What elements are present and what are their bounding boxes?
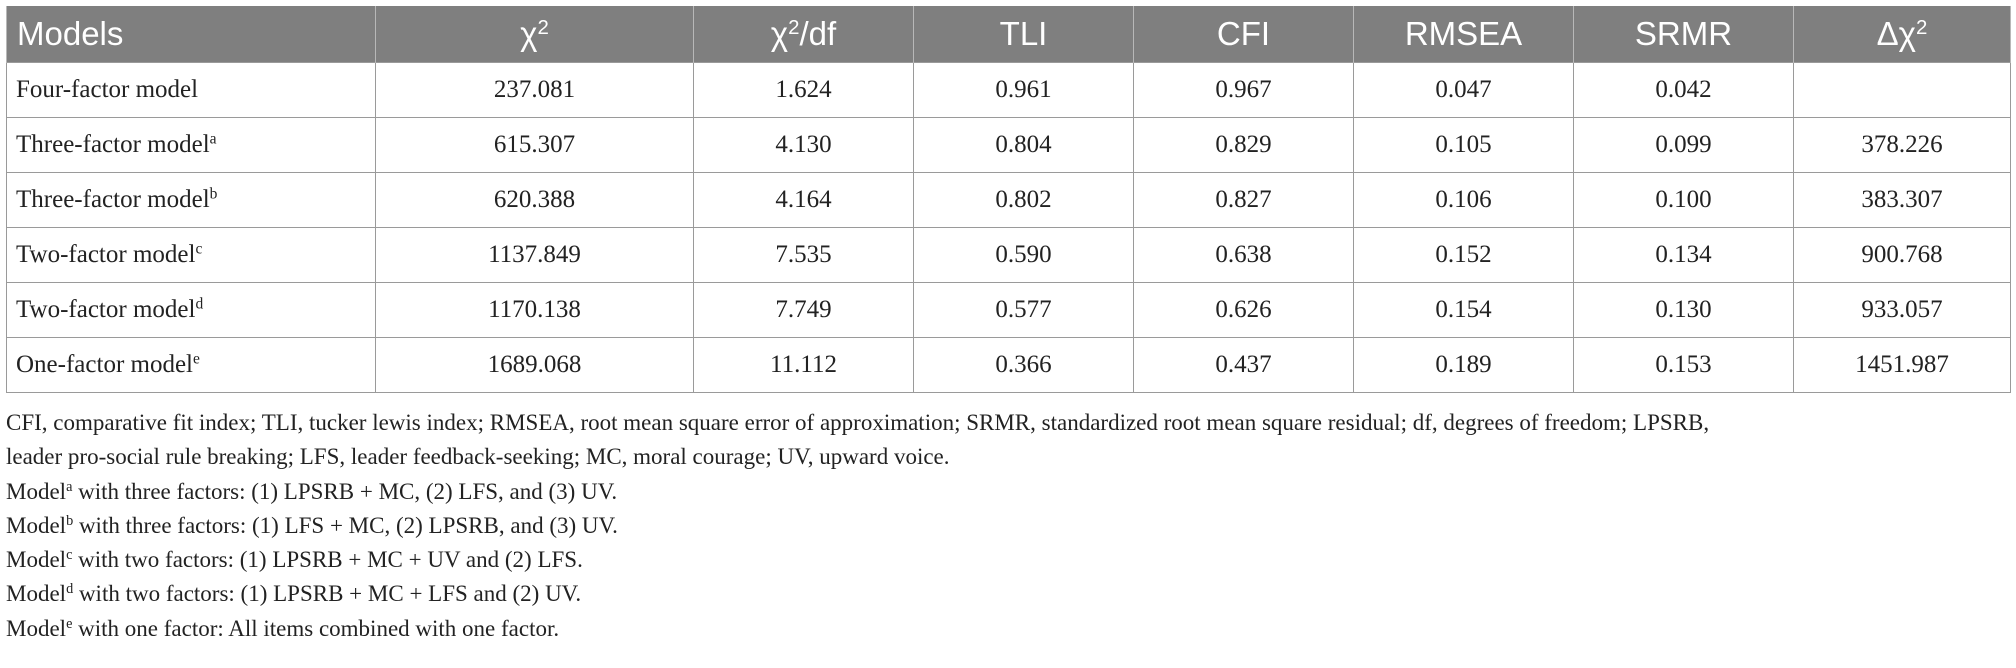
delta-chi-square-cell: 383.307 — [1793, 172, 2011, 228]
header-cfi: CFI — [1133, 6, 1354, 63]
chi-square-cell: 1170.138 — [375, 282, 694, 338]
chi-square-df-cell: 7.749 — [693, 282, 914, 338]
table-row: Three-factor modela 615.307 4.130 0.804 … — [6, 117, 2011, 173]
srmr-cell: 0.153 — [1573, 337, 1794, 393]
tli-cell: 0.802 — [913, 172, 1134, 228]
cfi-cell: 0.967 — [1133, 62, 1354, 118]
chi-square-cell: 615.307 — [375, 117, 694, 173]
table-row: Two-factor modeld 1170.138 7.749 0.577 0… — [6, 282, 2011, 338]
table-header-row: Models χ2 χ2/df TLI CFI RMSEA SRMR Δχ2 — [6, 6, 2011, 63]
chi-square-df-cell: 4.130 — [693, 117, 914, 173]
chi-square-df-cell: 7.535 — [693, 227, 914, 283]
rmsea-cell: 0.189 — [1353, 337, 1574, 393]
header-rmsea: RMSEA — [1353, 6, 1574, 63]
tli-cell: 0.590 — [913, 227, 1134, 283]
table-row: Three-factor modelb 620.388 4.164 0.802 … — [6, 172, 2011, 228]
model-fit-table: Models χ2 χ2/df TLI CFI RMSEA SRMR Δχ2 F… — [6, 6, 2011, 393]
header-tli: TLI — [913, 6, 1134, 63]
tli-cell: 0.961 — [913, 62, 1134, 118]
rmsea-cell: 0.154 — [1353, 282, 1574, 338]
chi-square-df-cell: 1.624 — [693, 62, 914, 118]
model-note: Modelb with three factors: (1) LFS + MC,… — [6, 512, 618, 538]
abbreviations-note: CFI, comparative fit index; TLI, tucker … — [6, 410, 1710, 435]
delta-chi-square-cell: 378.226 — [1793, 117, 2011, 173]
tli-cell: 0.366 — [913, 337, 1134, 393]
chi-square-cell: 620.388 — [375, 172, 694, 228]
model-note: Modele with one factor: All items combin… — [6, 615, 560, 641]
cfi-cell: 0.827 — [1133, 172, 1354, 228]
tli-cell: 0.804 — [913, 117, 1134, 173]
abbreviations-note-continued: leader pro-social rule breaking; LFS, le… — [6, 444, 950, 470]
chi-square-cell: 237.081 — [375, 62, 694, 118]
header-delta-chi-square: Δχ2 — [1793, 6, 2011, 63]
model-name-cell: Three-factor modelb — [6, 172, 376, 228]
rmsea-cell: 0.152 — [1353, 227, 1574, 283]
rmsea-cell: 0.047 — [1353, 62, 1574, 118]
header-chi-square-df: χ2/df — [693, 6, 914, 63]
cfi-cell: 0.437 — [1133, 337, 1354, 393]
fit-table-container: Models χ2 χ2/df TLI CFI RMSEA SRMR Δχ2 F… — [6, 6, 2011, 646]
delta-chi-square-cell — [1793, 62, 2011, 118]
cfi-cell: 0.638 — [1133, 227, 1354, 283]
chi-square-df-cell: 4.164 — [693, 172, 914, 228]
header-chi-square: χ2 — [375, 6, 694, 63]
table-row: One-factor modele 1689.068 11.112 0.366 … — [6, 337, 2011, 393]
rmsea-cell: 0.105 — [1353, 117, 1574, 173]
rmsea-cell: 0.106 — [1353, 172, 1574, 228]
model-note: Modela with three factors: (1) LPSRB + M… — [6, 478, 618, 504]
model-name-cell: Two-factor modelc — [6, 227, 376, 283]
srmr-cell: 0.042 — [1573, 62, 1794, 118]
delta-chi-square-cell: 900.768 — [1793, 227, 2011, 283]
srmr-cell: 0.100 — [1573, 172, 1794, 228]
table-row: Four-factor model 237.081 1.624 0.961 0.… — [6, 62, 2011, 118]
table-footnotes: CFI, comparative fit index; TLI, tucker … — [6, 406, 2010, 646]
chi-square-cell: 1137.849 — [375, 227, 694, 283]
srmr-cell: 0.130 — [1573, 282, 1794, 338]
cfi-cell: 0.829 — [1133, 117, 1354, 173]
header-models: Models — [6, 6, 376, 63]
delta-chi-square-cell: 933.057 — [1793, 282, 2011, 338]
model-name-cell: One-factor modele — [6, 337, 376, 393]
model-name-cell: Four-factor model — [6, 62, 376, 118]
delta-chi-square-cell: 1451.987 — [1793, 337, 2011, 393]
cfi-cell: 0.626 — [1133, 282, 1354, 338]
model-note: Modeld with two factors: (1) LPSRB + MC … — [6, 581, 582, 607]
srmr-cell: 0.134 — [1573, 227, 1794, 283]
table-row: Two-factor modelc 1137.849 7.535 0.590 0… — [6, 227, 2011, 283]
tli-cell: 0.577 — [913, 282, 1134, 338]
srmr-cell: 0.099 — [1573, 117, 1794, 173]
header-srmr: SRMR — [1573, 6, 1794, 63]
chi-square-df-cell: 11.112 — [693, 337, 914, 393]
chi-square-cell: 1689.068 — [375, 337, 694, 393]
model-name-cell: Two-factor modeld — [6, 282, 376, 338]
model-name-cell: Three-factor modela — [6, 117, 376, 173]
model-note: Modelc with two factors: (1) LPSRB + MC … — [6, 547, 583, 573]
